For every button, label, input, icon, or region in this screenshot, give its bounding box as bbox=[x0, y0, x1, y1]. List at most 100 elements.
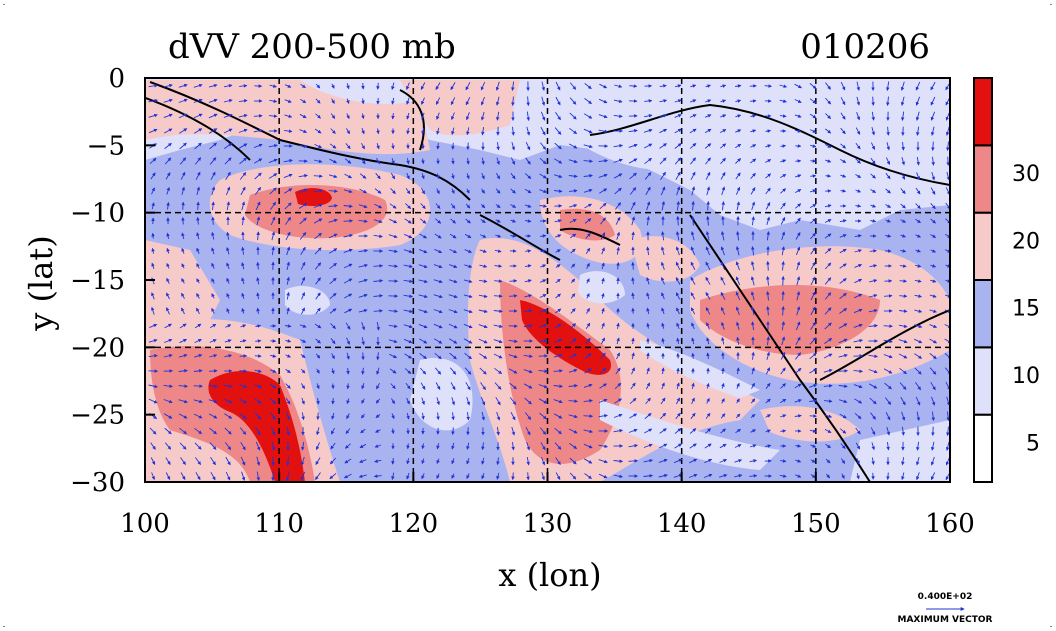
wind-vector bbox=[901, 141, 905, 151]
wind-vector bbox=[900, 203, 906, 209]
wind-vector bbox=[511, 126, 515, 136]
wind-vector bbox=[706, 215, 710, 226]
wind-vector bbox=[916, 156, 920, 166]
wind-vector bbox=[180, 171, 186, 180]
wind-vector bbox=[659, 114, 668, 118]
wind-vector bbox=[855, 142, 861, 150]
wind-vector bbox=[346, 352, 350, 360]
wind-vector bbox=[810, 144, 817, 148]
wind-vector bbox=[931, 156, 935, 166]
wind-vector bbox=[406, 158, 410, 165]
wind-vector bbox=[780, 202, 786, 210]
wind-vector bbox=[915, 249, 921, 253]
wind-vector bbox=[343, 219, 353, 223]
wind-vector bbox=[390, 188, 396, 195]
wind-vector bbox=[691, 200, 695, 211]
wind-vector bbox=[151, 187, 155, 195]
wind-vector bbox=[616, 246, 620, 255]
wind-vector bbox=[211, 278, 215, 284]
wind-vector bbox=[570, 278, 576, 284]
wind-vector bbox=[720, 157, 726, 165]
wind-vector bbox=[885, 204, 892, 208]
wind-vector bbox=[406, 112, 410, 120]
wind-vector bbox=[211, 186, 216, 196]
wind-vector bbox=[930, 203, 936, 210]
wind-vector bbox=[178, 98, 188, 103]
wind-vector bbox=[766, 260, 770, 271]
wind-vector bbox=[328, 248, 338, 254]
wind-vector bbox=[751, 321, 755, 331]
wind-vector bbox=[854, 249, 862, 253]
wind-vector bbox=[404, 233, 413, 239]
wind-vector bbox=[181, 307, 185, 315]
wind-vector bbox=[269, 114, 278, 118]
wind-vector bbox=[464, 352, 472, 360]
wind-vector bbox=[451, 173, 455, 180]
wind-vector bbox=[929, 309, 937, 313]
wind-vector bbox=[209, 323, 217, 329]
wind-vector bbox=[315, 83, 321, 89]
wind-vector bbox=[584, 203, 593, 209]
wind-vector bbox=[283, 173, 293, 179]
wind-vector bbox=[391, 97, 395, 105]
wind-vector bbox=[421, 158, 425, 165]
wind-vector bbox=[358, 293, 368, 298]
wind-vector bbox=[433, 323, 443, 329]
wind-vector bbox=[226, 293, 230, 299]
y-tick-label: 0 bbox=[108, 64, 125, 94]
wind-vector bbox=[824, 262, 832, 270]
wind-vector bbox=[493, 324, 503, 329]
wind-vector bbox=[239, 172, 247, 180]
wind-vector bbox=[915, 203, 921, 209]
wind-vector bbox=[148, 128, 158, 134]
wind-vector bbox=[646, 216, 650, 226]
wind-vector bbox=[464, 264, 473, 268]
wind-vector bbox=[750, 291, 755, 301]
wind-vector bbox=[586, 262, 590, 269]
wind-vector bbox=[615, 216, 621, 225]
wind-vector bbox=[465, 112, 470, 121]
wind-vector bbox=[181, 186, 185, 195]
wind-vector bbox=[478, 324, 488, 329]
wind-vector bbox=[421, 187, 425, 195]
wind-vector bbox=[583, 414, 594, 418]
colorbar-swatch bbox=[973, 413, 993, 483]
wind-vector bbox=[838, 338, 848, 344]
y-axis: 0 −5 −10 −15 −20 −25 −30 bbox=[70, 64, 155, 498]
x-tick-label: 120 bbox=[389, 509, 439, 539]
wind-vector bbox=[598, 114, 608, 119]
wind-vector bbox=[241, 307, 245, 314]
wind-vector bbox=[196, 232, 200, 240]
wind-vector bbox=[871, 111, 875, 121]
wind-vector bbox=[196, 216, 200, 225]
wind-vector bbox=[810, 159, 817, 163]
wind-vector bbox=[583, 188, 593, 193]
wind-vector bbox=[208, 369, 218, 373]
wind-vector bbox=[780, 159, 787, 163]
wind-vector bbox=[690, 231, 695, 241]
wind-vector bbox=[930, 81, 936, 91]
wind-vector bbox=[750, 114, 757, 118]
wind-vector bbox=[450, 218, 456, 224]
wind-vector bbox=[554, 338, 563, 344]
wind-vector bbox=[509, 279, 518, 283]
wind-vector bbox=[315, 277, 321, 285]
wind-vector bbox=[825, 159, 832, 163]
wind-vector bbox=[239, 157, 247, 165]
contour-fill-6 bbox=[295, 188, 332, 206]
wind-vector bbox=[660, 171, 666, 180]
wind-vector bbox=[628, 143, 638, 148]
wind-vector bbox=[766, 306, 770, 316]
wind-vector bbox=[915, 264, 922, 268]
wind-vector bbox=[886, 142, 890, 151]
wind-vector bbox=[735, 158, 742, 164]
wind-vector bbox=[795, 231, 801, 240]
wind-vector bbox=[166, 307, 170, 315]
wind-vector bbox=[794, 99, 802, 103]
wind-vector bbox=[750, 276, 755, 286]
wind-vector bbox=[166, 201, 170, 210]
wind-vector bbox=[644, 99, 653, 103]
wind-vector bbox=[238, 128, 248, 133]
wind-vector bbox=[810, 291, 816, 301]
wind-vector bbox=[568, 143, 578, 149]
